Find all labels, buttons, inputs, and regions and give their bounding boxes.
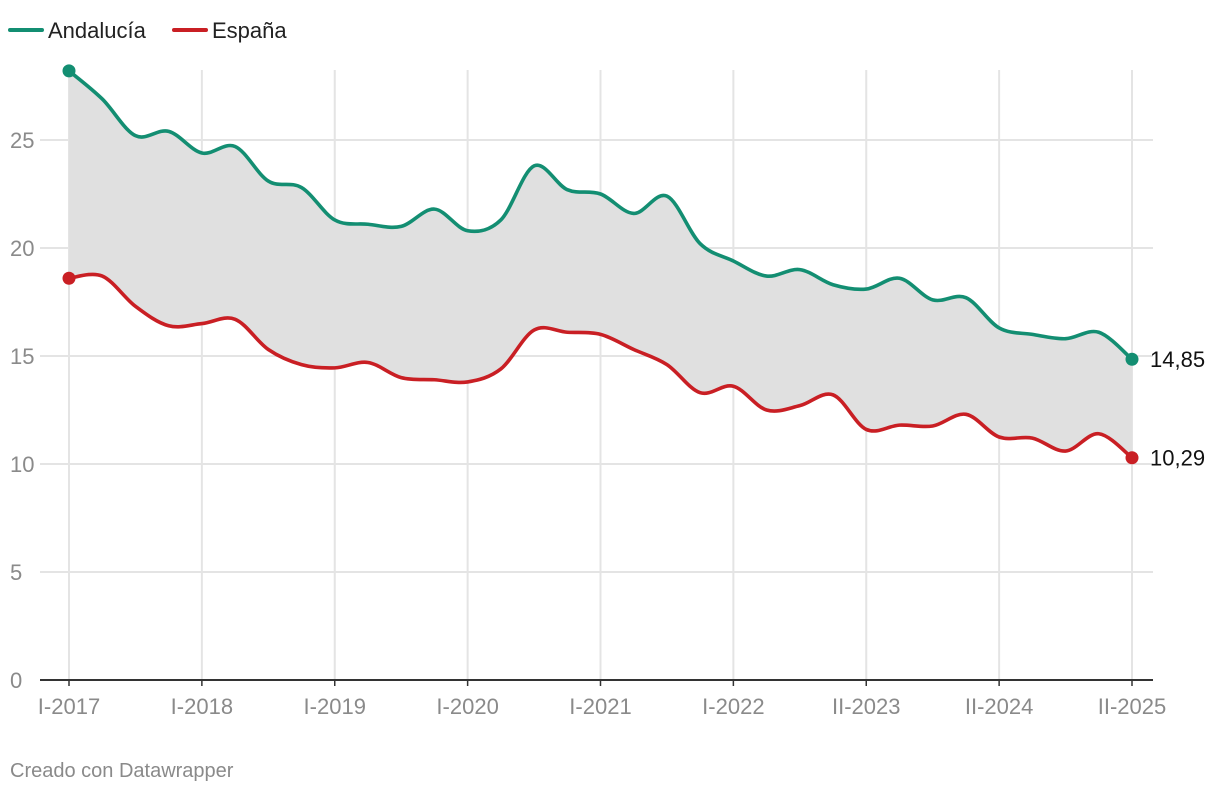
legend: Andalucía España: [8, 18, 287, 43]
end-value-label-0: 14,85: [1150, 347, 1205, 372]
x-tick-label-3: I-2020: [436, 694, 498, 719]
y-tick-label-2: 10: [10, 452, 34, 477]
x-tick-label-4: I-2021: [569, 694, 631, 719]
series-line-1: [67, 272, 1134, 460]
y-tick-label-0: 0: [10, 668, 22, 693]
x-tick-label-1: I-2018: [171, 694, 233, 719]
legend-label-1: España: [212, 18, 287, 43]
range-area: [69, 70, 1132, 458]
x-tick-label-2: I-2019: [304, 694, 366, 719]
x-tick-label-6: II-2023: [832, 694, 901, 719]
x-tick-label-8: II-2025: [1098, 694, 1167, 719]
series-lines: [67, 69, 1134, 460]
end-value-label-1: 10,29: [1150, 446, 1205, 471]
y-axis-labels: 0 5 10 15 20 25: [10, 128, 34, 693]
x-tick-label-5: I-2022: [702, 694, 764, 719]
x-axis-labels: I-2017 I-2018 I-2019 I-2020 I-2021 I-2022 II-2…: [38, 694, 1166, 719]
series-start-point-0: [62, 64, 76, 78]
series-endpoints: [62, 64, 1139, 465]
series-end-point-1: [1125, 451, 1139, 465]
y-tick-label-4: 20: [10, 236, 34, 261]
end-value-labels: 14,85 10,29: [1150, 347, 1205, 470]
footer-credit: Creado con Datawrapper: [10, 760, 234, 782]
y-tick-label-5: 25: [10, 128, 34, 153]
y-tick-label-3: 15: [10, 344, 34, 369]
series-end-point-0: [1125, 352, 1139, 366]
legend-label-0: Andalucía: [48, 18, 147, 43]
area-between-series: [69, 70, 1132, 458]
y-tick-label-1: 5: [10, 560, 22, 585]
series-line-0: [67, 69, 1134, 362]
x-tick-label-0: I-2017: [38, 694, 100, 719]
series-start-point-1: [62, 271, 76, 285]
x-tick-label-7: II-2024: [965, 694, 1034, 719]
